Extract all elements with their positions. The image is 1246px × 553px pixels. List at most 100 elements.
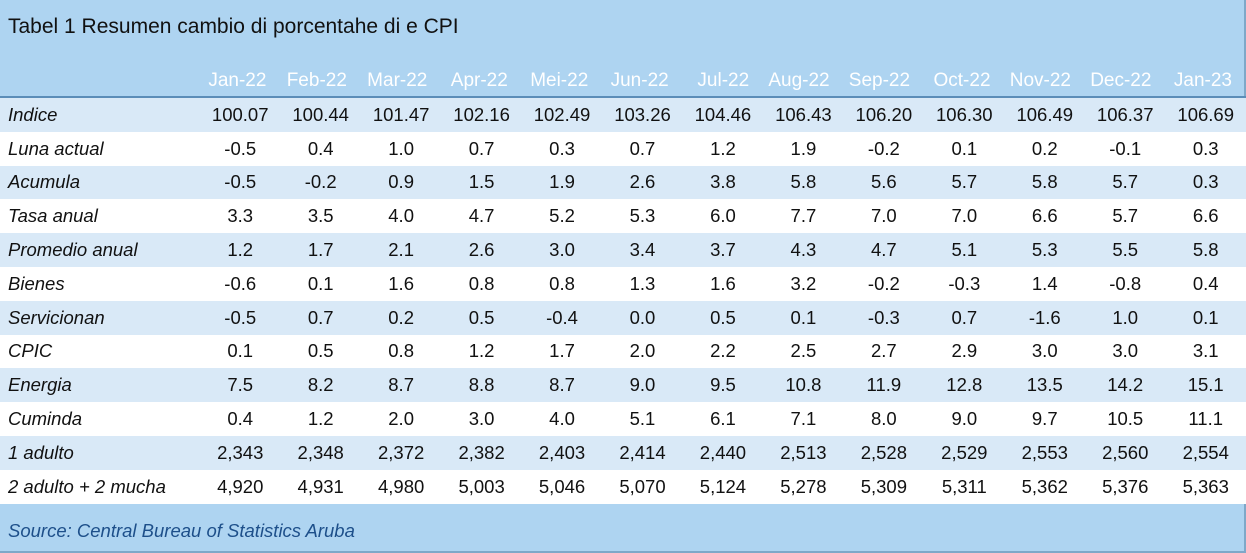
table-cell: 4,931 [280,469,361,504]
row-label: Acumula [0,165,200,200]
table-cell: 9.0 [924,402,1005,436]
table-cell: 7.7 [763,199,844,234]
table-cell: 4,980 [360,469,442,504]
table-cell: 3.0 [1004,334,1085,369]
table-cell: 4,920 [200,469,281,504]
table-cell: 5,309 [843,469,925,504]
table-cell: 0.0 [602,300,683,335]
table-cell: 8.8 [441,368,522,403]
table-cell: 2,348 [280,435,361,470]
table-cell: 1.2 [200,233,281,267]
table-cell: 2,553 [1004,435,1085,470]
table-cell: 7.0 [843,199,925,234]
table-cell: 1.5 [441,165,522,200]
table-cell: 3.4 [602,233,683,267]
table-cell: 0.7 [924,300,1005,335]
table-cell: 1.6 [360,266,442,301]
table-cell: 4.7 [843,233,925,267]
table-cell: 3.1 [1165,334,1246,369]
table-cell: 5,124 [682,469,764,504]
table-cell: 2,528 [843,435,925,470]
table-row: Indice 100.07 100.44 101.47 102.16 102.49 103.… [0,96,1246,132]
table-cell: 5.7 [1084,165,1166,200]
table-cell: 106.30 [924,96,1005,132]
row-label: 2 adulto + 2 mucha [0,469,200,504]
table-cell: 7.0 [924,199,1005,234]
table-cell: 5.3 [602,199,683,234]
table-cell: 1.9 [763,131,844,166]
table-cell: 9.0 [602,368,683,403]
table-row: Servicionan -0.5 0.7 0.2 0.5 -0.4 0.0 0.5 0.1 -0.… [0,300,1246,335]
table-cell: 106.37 [1084,96,1166,132]
table-cell: -0.1 [1084,131,1166,166]
column-header: Feb-22 [286,70,347,91]
table-body: Indice 100.07 100.44 101.47 102.16 102.49 103.… [0,96,1246,504]
table-row: 1 adulto 2,343 2,348 2,372 2,382 2,403 2,414 2,… [0,435,1246,470]
table-cell: 0.2 [1004,131,1085,166]
table-cell: 102.16 [441,96,522,132]
table-cell: 0.5 [280,334,361,369]
table-cell: 2,560 [1084,435,1166,470]
table-cell: -0.3 [924,266,1005,301]
table-cell: 5.8 [763,165,844,200]
table-cell: 2,382 [441,435,522,470]
table-cell: 106.49 [1004,96,1085,132]
table-cell: 2,343 [200,435,281,470]
table-cell: 11.9 [843,368,925,403]
table-cell: 104.46 [682,96,764,132]
table-cell: 101.47 [360,96,442,132]
table-cell: 5,278 [763,469,844,504]
source-note: Source: Central Bureau of Statistics Aru… [8,520,355,541]
table-cell: 0.8 [521,266,603,301]
table-cell: 2.0 [360,402,442,436]
column-header: Jul-22 [697,70,750,91]
table-row: Cuminda 0.4 1.2 2.0 3.0 4.0 5.1 6.1 7.1 8.0 9.0 9.7… [0,402,1246,436]
table-cell: 0.5 [441,300,522,335]
row-label: CPIC [0,334,200,369]
table-cell: 8.7 [360,368,442,403]
table-cell: 0.7 [441,131,522,166]
row-label: Energia [0,368,200,403]
table-cell: 2.7 [843,334,925,369]
table-cell: -0.5 [200,300,281,335]
column-header: Mei-22 [530,70,589,91]
table-cell: 1.0 [1084,300,1166,335]
table-cell: 13.5 [1004,368,1085,403]
table-cell: 0.3 [1165,165,1246,200]
table-cell: 5,070 [602,469,683,504]
table-cell: 3.2 [763,266,844,301]
table-cell: 1.7 [280,233,361,267]
table-row: Tasa anual 3.3 3.5 4.0 4.7 5.2 5.3 6.0 7.7 7.0 7.0… [0,199,1246,234]
table-cell: 12.8 [924,368,1005,403]
table-cell: 8.7 [521,368,603,403]
table-cell: 0.3 [1165,131,1246,166]
table-cell: 103.26 [602,96,683,132]
table-cell: 0.4 [200,402,281,436]
table-cell: 0.1 [280,266,361,301]
header-row: Jan-22 Feb-22 Mar-22 Apr-22 Mei-22 Jun-22 Jul-… [0,66,1246,97]
table-cell: 3.0 [1084,334,1166,369]
table-cell: 3.0 [441,402,522,436]
table-cell: 106.20 [843,96,925,132]
column-header: Mar-22 [367,70,428,91]
table-cell: 3.3 [200,199,281,234]
row-label: Indice [0,96,200,132]
table-cell: 2,513 [763,435,844,470]
header-label-cell [0,66,200,97]
table-cell: 100.07 [200,96,281,132]
table-cell: 2.6 [441,233,522,267]
table-cell: 0.1 [1165,300,1246,335]
table-cell: 14.2 [1084,368,1166,403]
column-header: Nov-22 [1009,70,1071,91]
table-cell: 8.0 [843,402,925,436]
column-header: Sep-22 [848,70,911,91]
table-row: Bienes -0.6 0.1 1.6 0.8 0.8 1.3 1.6 3.2 -0.2 -0.3 1… [0,266,1246,301]
table-cell: 4.3 [763,233,844,267]
table-cell: 4.0 [360,199,442,234]
table-cell: 3.0 [521,233,603,267]
table-cell: 5.7 [924,165,1005,200]
table-row: Energia 7.5 8.2 8.7 8.8 8.7 9.0 9.5 10.8 11.9 12.8… [0,368,1246,403]
column-header: Oct-22 [933,70,991,91]
column-header: Jun-22 [610,70,669,91]
table-cell: 2.0 [602,334,683,369]
